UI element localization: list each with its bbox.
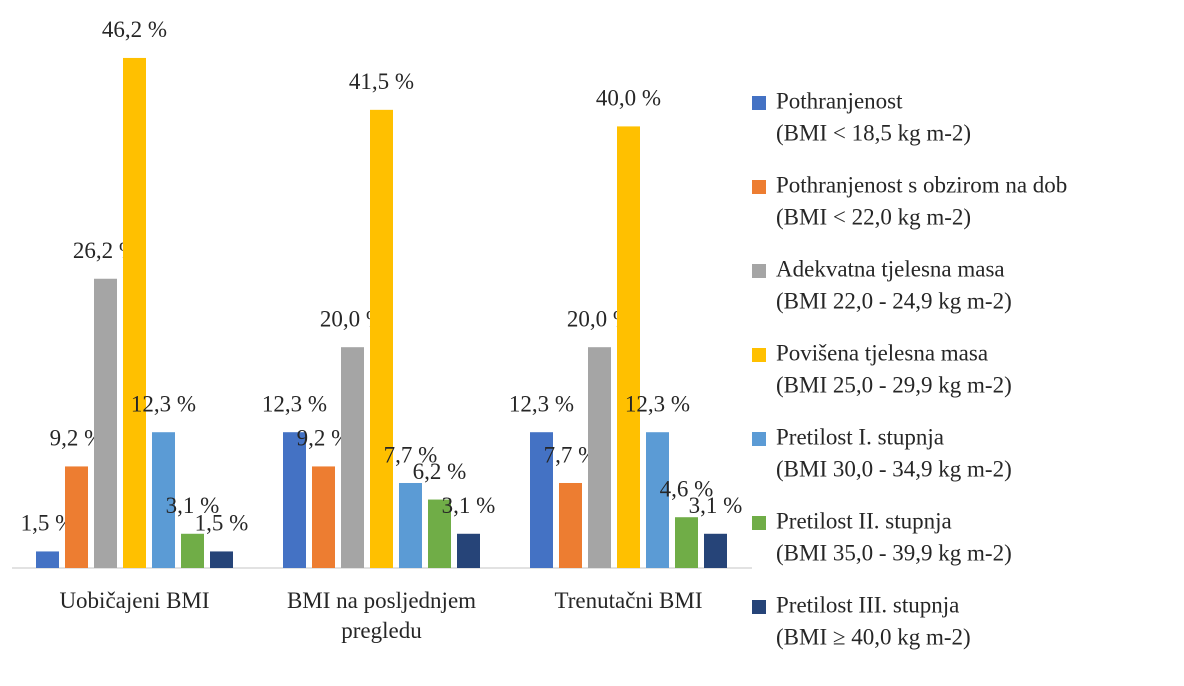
legend-range: (BMI 35,0 - 39,9 kg m-2) <box>776 540 1012 565</box>
value-label: 3,1 % <box>689 493 743 518</box>
legend-range: (BMI 25,0 - 29,9 kg m-2) <box>776 372 1012 397</box>
legend-range: (BMI < 18,5 kg m-2) <box>776 120 971 145</box>
legend-label: Povišena tjelesna masa <box>776 340 988 365</box>
legend-swatch <box>752 180 766 194</box>
value-label: 12,3 % <box>262 391 327 416</box>
legend-range: (BMI 30,0 - 34,9 kg m-2) <box>776 456 1012 481</box>
legend-label: Adekvatna tjelesna masa <box>776 256 1005 281</box>
bar <box>646 432 669 568</box>
bar <box>210 551 233 568</box>
bar <box>428 499 451 568</box>
x-tick-label: Trenutačni BMI <box>554 588 703 613</box>
legend-range: (BMI < 22,0 kg m-2) <box>776 204 971 229</box>
bar <box>36 551 59 568</box>
bar <box>588 347 611 568</box>
legend-label: Pothranjenost s obzirom na dob <box>776 172 1067 197</box>
value-label: 1,5 % <box>195 511 249 536</box>
bar <box>65 466 88 568</box>
bar <box>559 482 582 568</box>
legend-label: Pothranjenost <box>776 88 903 113</box>
legend-range: (BMI 22,0 - 24,9 kg m-2) <box>776 288 1012 313</box>
bar <box>530 432 553 568</box>
bar <box>370 109 393 568</box>
bar <box>283 432 306 568</box>
value-label: 4,6 % <box>660 476 714 501</box>
value-label: 12,3 % <box>625 391 690 416</box>
value-label: 41,5 % <box>349 69 414 94</box>
bar <box>312 466 335 568</box>
legend-label: Pretilost I. stupnja <box>776 424 944 449</box>
bar <box>94 278 117 568</box>
value-label: 3,1 % <box>442 493 496 518</box>
value-label: 40,0 % <box>596 86 661 111</box>
value-label: 46,2 % <box>102 17 167 42</box>
value-label: 6,2 % <box>413 459 467 484</box>
bar <box>617 126 640 569</box>
value-label: 12,3 % <box>131 391 196 416</box>
x-tick-label: Uobičajeni BMI <box>59 588 210 613</box>
bar <box>341 347 364 568</box>
bar <box>704 533 727 568</box>
legend-swatch <box>752 96 766 110</box>
bar <box>675 517 698 568</box>
legend-swatch <box>752 516 766 530</box>
legend-swatch <box>752 432 766 446</box>
legend-swatch <box>752 264 766 278</box>
value-label: 7,7 % <box>384 442 438 467</box>
legend-swatch <box>752 348 766 362</box>
bar <box>152 432 175 568</box>
legend-label: Pretilost III. stupnja <box>776 592 959 617</box>
bar <box>457 533 480 568</box>
x-tick-label: BMI na posljednjem pregledu <box>286 588 477 643</box>
value-label: 12,3 % <box>509 391 574 416</box>
value-label: 3,1 % <box>166 493 220 518</box>
bar <box>123 57 146 569</box>
legend-range: (BMI ≥ 40,0 kg m-2) <box>776 624 971 649</box>
bar <box>181 533 204 568</box>
legend-label: Pretilost II. stupnja <box>776 508 952 533</box>
legend-swatch <box>752 600 766 614</box>
bar <box>399 482 422 568</box>
